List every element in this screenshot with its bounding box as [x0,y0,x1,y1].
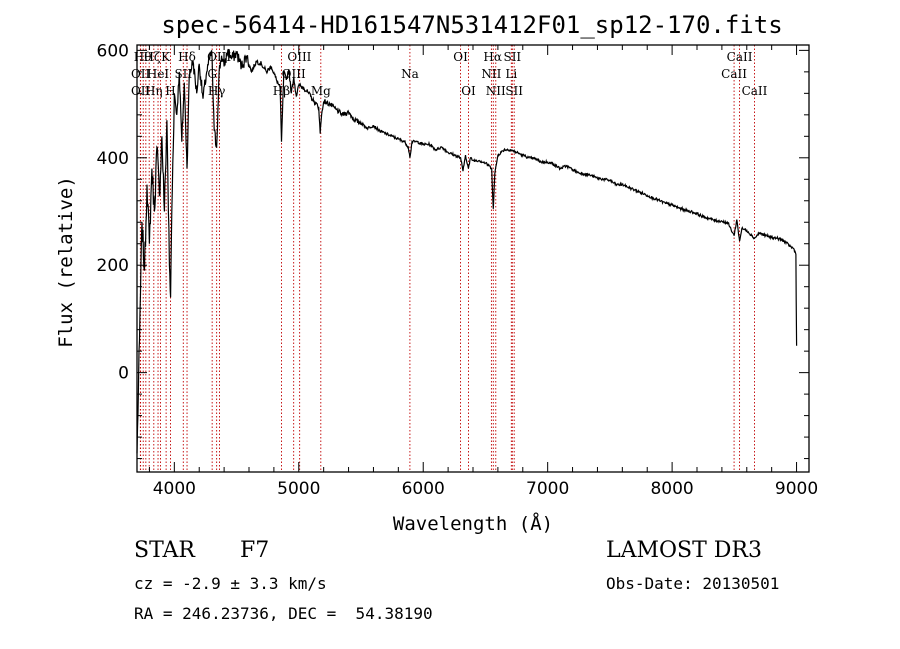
line-marker-label: Na [401,67,419,81]
observation-date: Obs-Date: 20130501 [606,574,780,593]
line-marker-label: Mg [311,84,331,98]
line-marker-label: Hη [145,84,163,98]
line-marker-label: Hδ [178,50,196,64]
x-tick-label: 5000 [277,479,320,499]
y-axis-label: Flux (relative) [55,176,77,348]
x-tick-label: 4000 [153,479,196,499]
line-marker-label: SII [503,50,521,64]
line-markers [139,45,755,472]
spectrum-series-line [136,48,798,454]
line-marker-label: OIII [287,50,311,64]
line-marker-label: Li [505,67,517,81]
x-axis-label: Wavelength (Å) [393,512,553,535]
line-marker-label: SII [505,84,523,98]
line-marker-label: Hα [483,50,502,64]
line-marker-label: CaII [742,84,768,98]
line-marker-label: Hθ [134,50,152,64]
line-marker-label: CaII [721,67,747,81]
chart-title: spec-56414-HD161547N531412F01_sp12-170.f… [161,11,782,39]
x-tick-label: 8000 [650,479,693,499]
x-tick-label: 7000 [526,479,569,499]
line-marker-label: CaII [727,50,753,64]
ra-dec-coordinates: RA = 246.23736, DEC = 54.38190 [134,604,433,623]
line-marker-label: OI [453,50,468,64]
axis-ticks: 4000 5000 6000 7000 8000 9000 0 200 400 600 [97,41,819,499]
y-tick-label: 400 [97,149,129,169]
line-marker-label: NII [481,67,501,81]
line-marker-label: OII [131,67,151,81]
line-marker-label: OII [131,84,151,98]
line-marker-label: H [165,84,175,98]
line-marker-label: K [161,50,171,64]
object-subclass: F7 [240,538,270,563]
redshift-cz: cz = -2.9 ± 3.3 km/s [134,574,327,593]
line-marker-label: Hζ [143,50,160,64]
line-marker-label: NII [486,84,506,98]
line-marker-label: HeI [147,67,170,81]
x-tick-label: 6000 [402,479,445,499]
survey-name: LAMOST DR3 [606,538,762,563]
object-class: STAR [134,538,195,563]
line-marker-label: OI [461,84,476,98]
line-marker-label: Hβ [273,84,290,98]
line-marker-label: Hγ [208,84,226,98]
plot-frame [136,44,810,473]
y-tick-label: 0 [118,364,129,384]
y-tick-label: 600 [97,41,129,61]
x-tick-label: 9000 [775,479,818,499]
y-tick-label: 200 [97,256,129,276]
